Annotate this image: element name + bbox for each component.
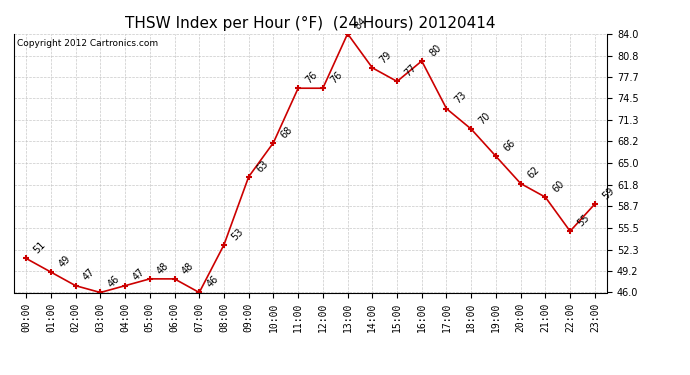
- Text: 49: 49: [57, 254, 72, 269]
- Text: 76: 76: [328, 70, 344, 86]
- Text: 79: 79: [378, 49, 394, 65]
- Text: 51: 51: [32, 240, 48, 256]
- Text: 77: 77: [402, 63, 419, 79]
- Text: 46: 46: [205, 274, 221, 290]
- Text: 63: 63: [254, 158, 270, 174]
- Text: 73: 73: [452, 90, 468, 106]
- Text: 55: 55: [575, 213, 591, 228]
- Title: THSW Index per Hour (°F)  (24 Hours) 20120414: THSW Index per Hour (°F) (24 Hours) 2012…: [126, 16, 495, 31]
- Text: Copyright 2012 Cartronics.com: Copyright 2012 Cartronics.com: [17, 39, 158, 48]
- Text: 66: 66: [502, 138, 518, 153]
- Text: 46: 46: [106, 274, 121, 290]
- Text: 76: 76: [304, 70, 319, 86]
- Text: 68: 68: [279, 124, 295, 140]
- Text: 48: 48: [180, 260, 196, 276]
- Text: 59: 59: [600, 185, 616, 201]
- Text: 80: 80: [427, 42, 443, 58]
- Text: 47: 47: [81, 267, 97, 283]
- Text: 47: 47: [130, 267, 146, 283]
- Text: 60: 60: [551, 178, 566, 194]
- Text: 48: 48: [155, 260, 171, 276]
- Text: 62: 62: [526, 165, 542, 181]
- Text: 53: 53: [230, 226, 246, 242]
- Text: 84: 84: [353, 15, 369, 31]
- Text: 70: 70: [477, 111, 493, 126]
